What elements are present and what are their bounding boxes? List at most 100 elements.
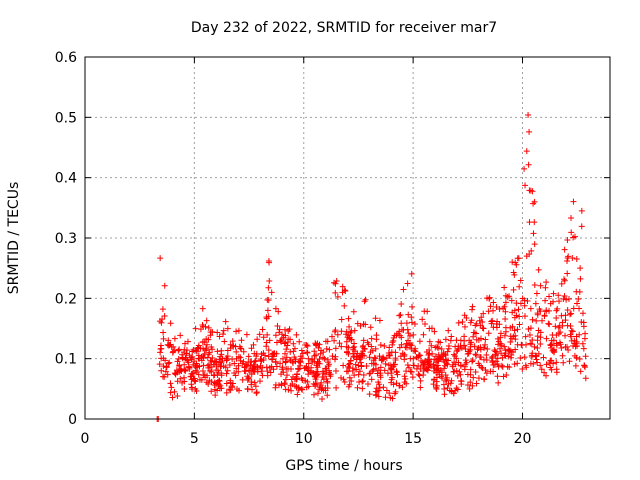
data-point (578, 318, 585, 325)
data-point (485, 330, 492, 337)
data-point (245, 375, 252, 382)
data-point (472, 369, 479, 376)
data-point (250, 341, 257, 348)
data-point (519, 295, 526, 302)
data-point (253, 390, 260, 397)
data-point (258, 368, 265, 375)
data-point (326, 346, 333, 353)
data-point (409, 374, 416, 381)
data-point (545, 320, 552, 327)
data-point (368, 335, 375, 342)
data-point (556, 298, 563, 305)
data-point (277, 360, 284, 367)
data-point (495, 379, 502, 386)
data-point (403, 320, 410, 327)
data-point (459, 319, 466, 326)
data-point (388, 349, 395, 356)
data-point (467, 341, 474, 348)
data-point (350, 350, 357, 357)
data-point (473, 352, 480, 359)
data-point (442, 378, 449, 385)
data-point (516, 313, 523, 320)
data-point (527, 360, 534, 367)
data-point (450, 368, 457, 375)
data-point (278, 338, 285, 345)
data-point (570, 198, 577, 205)
data-point (441, 365, 448, 372)
data-point (469, 358, 476, 365)
data-point (578, 207, 585, 214)
data-point (193, 348, 200, 355)
data-point (507, 338, 514, 345)
data-point (434, 362, 441, 369)
data-point (433, 385, 440, 392)
data-point (302, 342, 309, 349)
data-point (490, 324, 497, 331)
data-point (214, 378, 221, 385)
data-point (493, 304, 500, 311)
data-point (354, 320, 361, 327)
data-point (432, 353, 439, 360)
data-point (387, 362, 394, 369)
data-point (390, 337, 397, 344)
data-point (499, 354, 506, 361)
data-point (201, 339, 208, 346)
data-point (564, 236, 571, 243)
data-point (162, 357, 169, 364)
data-point (189, 353, 196, 360)
data-point (469, 382, 476, 389)
data-point (410, 331, 417, 338)
data-point (396, 328, 403, 335)
data-point (167, 320, 174, 327)
x-axis-label: GPS time / hours (285, 458, 402, 474)
data-point (159, 306, 166, 313)
data-point (470, 333, 477, 340)
data-point (281, 350, 288, 357)
data-point (483, 295, 490, 302)
data-point (259, 326, 266, 333)
data-point (573, 300, 580, 307)
data-point (488, 318, 495, 325)
data-point (212, 392, 219, 399)
data-point (451, 368, 458, 375)
data-point (200, 352, 207, 359)
data-point (530, 200, 537, 207)
data-point (573, 340, 580, 347)
data-point (351, 340, 358, 347)
data-point (219, 331, 226, 338)
data-point (259, 364, 266, 371)
data-point (514, 341, 521, 348)
data-point (376, 317, 383, 324)
data-point (445, 327, 452, 334)
data-point (322, 365, 329, 372)
data-point (179, 379, 186, 386)
data-point (188, 373, 195, 380)
data-point (157, 349, 164, 356)
data-point (582, 330, 589, 337)
data-point (485, 308, 492, 315)
data-point (268, 363, 275, 370)
data-point (508, 297, 515, 304)
data-point (406, 332, 413, 339)
data-point (453, 337, 460, 344)
data-point (535, 266, 542, 273)
data-point (532, 300, 539, 307)
data-point (463, 359, 470, 366)
data-point (431, 328, 438, 335)
data-point (440, 381, 447, 388)
data-point (525, 161, 532, 168)
data-point (245, 359, 252, 365)
data-point (345, 344, 352, 351)
data-point (462, 357, 469, 364)
data-point (398, 334, 405, 341)
data-point (181, 386, 188, 393)
data-point (501, 284, 508, 291)
data-point (562, 332, 569, 339)
data-point (482, 341, 489, 348)
data-point (517, 355, 524, 362)
data-point (313, 371, 320, 378)
data-point (236, 343, 243, 350)
data-point (442, 372, 449, 378)
data-point (239, 376, 246, 383)
